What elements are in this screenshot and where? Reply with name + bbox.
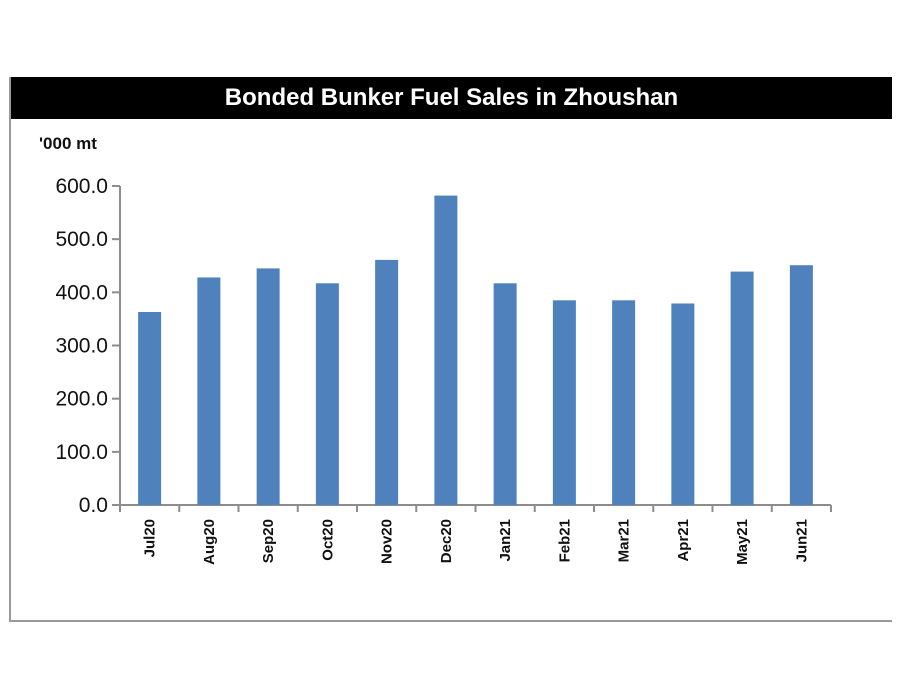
chart-title: Bonded Bunker Fuel Sales in Zhoushan xyxy=(11,77,892,119)
bar-jun21 xyxy=(789,265,813,505)
x-tick-label: Aug20 xyxy=(201,519,218,565)
bar-dec20 xyxy=(434,195,458,505)
bar-jan21 xyxy=(493,283,517,505)
bar-feb21 xyxy=(552,300,576,505)
bar-mar21 xyxy=(612,300,636,505)
y-tick-label: 200.0 xyxy=(55,388,108,411)
x-tick-label: Oct20 xyxy=(319,519,336,561)
x-tick-label: Jul20 xyxy=(142,519,159,557)
x-tick-label: Dec20 xyxy=(438,519,455,563)
y-tick-label: 0.0 xyxy=(79,494,108,517)
x-tick-label: Jan21 xyxy=(497,519,514,562)
x-tick-label: Mar21 xyxy=(616,519,633,562)
bar-apr21 xyxy=(671,303,695,505)
x-tick-label: Sep20 xyxy=(260,519,277,563)
y-tick-label: 600.0 xyxy=(55,175,108,198)
x-tick-label: Apr21 xyxy=(675,519,692,562)
bar-oct20 xyxy=(315,283,339,505)
x-tick-label: Feb21 xyxy=(556,519,573,562)
x-tick-label: Jun21 xyxy=(793,519,810,562)
bar-sep20 xyxy=(256,268,280,505)
bar-may21 xyxy=(730,271,754,505)
y-tick-label: 500.0 xyxy=(55,228,108,251)
y-axis-unit-label: '000 mt xyxy=(39,134,97,153)
y-tick-label: 100.0 xyxy=(55,441,108,464)
y-tick-label: 400.0 xyxy=(55,281,108,304)
x-tick-label: May21 xyxy=(734,519,751,565)
bar-nov20 xyxy=(375,259,399,505)
y-tick-label: 300.0 xyxy=(55,335,108,358)
bar-jul20 xyxy=(138,312,162,505)
x-tick-label: Nov20 xyxy=(379,519,396,564)
bar-aug20 xyxy=(197,277,221,505)
